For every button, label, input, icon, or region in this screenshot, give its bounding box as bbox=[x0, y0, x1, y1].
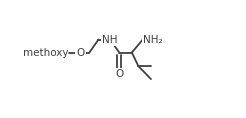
Text: O: O bbox=[76, 48, 84, 57]
Text: methoxy: methoxy bbox=[23, 48, 69, 57]
Text: NH₂: NH₂ bbox=[143, 35, 163, 44]
Text: NH: NH bbox=[102, 35, 118, 44]
Text: O: O bbox=[115, 69, 123, 79]
